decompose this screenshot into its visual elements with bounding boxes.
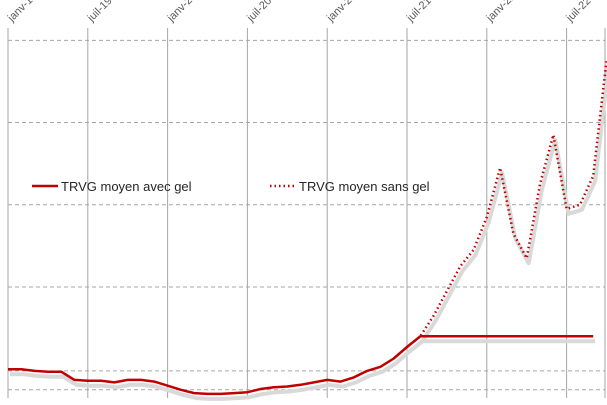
series-line-avec-gel bbox=[8, 335, 594, 396]
series-shadows bbox=[10, 65, 607, 401]
x-tick-label: janv-20 bbox=[165, 0, 200, 25]
legend-label-avec-gel: TRVG moyen avec gel bbox=[61, 179, 192, 194]
legend: TRVG moyen avec gel TRVG moyen sans gel bbox=[32, 179, 430, 194]
x-tick-label: juil-19 bbox=[85, 0, 115, 25]
series-lines bbox=[8, 60, 607, 396]
grid bbox=[7, 28, 606, 398]
x-tick-label: janv-22 bbox=[484, 0, 519, 25]
series-line-sans-gel bbox=[406, 60, 607, 348]
x-tick-label: juil-20 bbox=[244, 0, 274, 25]
legend-item-avec-gel: TRVG moyen avec gel bbox=[32, 179, 192, 194]
x-tick-label: janv-21 bbox=[324, 0, 359, 25]
legend-label-sans-gel: TRVG moyen sans gel bbox=[299, 179, 430, 194]
x-tick-label: juil-21 bbox=[404, 0, 434, 25]
x-tick-label: juil-22 bbox=[564, 0, 594, 25]
x-axis-ticks: janv-19 juil-19 janv-20 juil-20 janv-21 juil-… bbox=[5, 0, 594, 25]
series-shadow bbox=[10, 339, 596, 401]
x-tick-label: janv-19 bbox=[5, 0, 40, 25]
series-shadow bbox=[407, 65, 607, 354]
legend-item-sans-gel: TRVG moyen sans gel bbox=[270, 179, 430, 194]
